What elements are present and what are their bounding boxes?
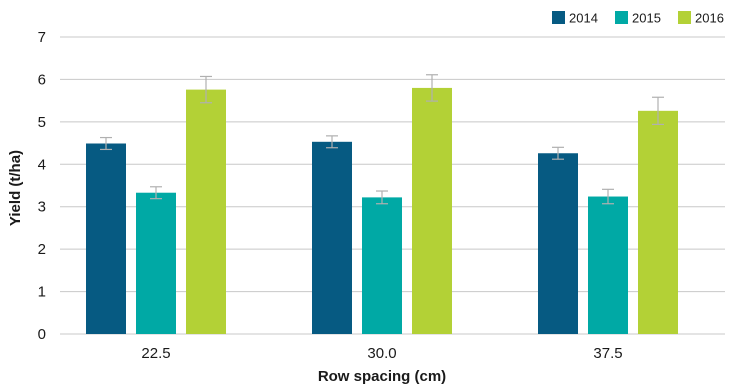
bar-2015-37.5: [588, 196, 628, 334]
error-bar-2015-37.5: [602, 188, 614, 205]
bar-2015-30.0: [362, 197, 402, 334]
legend-label-2014: 2014: [569, 11, 598, 26]
error-bar-2016-22.5: [200, 75, 212, 104]
bar-2016-30.0: [412, 87, 452, 335]
bar-2014-30.0: [312, 141, 352, 334]
x-tick-label: 37.5: [593, 345, 622, 362]
legend-swatch-2016: [678, 11, 691, 24]
bar-2014-22.5: [86, 143, 126, 334]
y-tick-label: 2: [38, 241, 46, 258]
x-axis-title: Row spacing (cm): [318, 368, 446, 385]
y-tick-label: 0: [38, 326, 46, 343]
y-tick-label: 1: [38, 284, 46, 301]
error-bar-2014-22.5: [100, 136, 112, 151]
y-axis-title: Yield (t/ha): [7, 150, 24, 226]
legend: 2014 2015 2016: [552, 11, 724, 26]
bars-layer: [86, 87, 678, 335]
y-tick-label: 6: [38, 71, 46, 88]
legend-label-2016: 2016: [695, 11, 724, 26]
ticks-layer: 0 1 2 3 4 5 6 7 22.5 30.0 37.5: [38, 29, 623, 362]
error-bars-layer: [100, 74, 664, 205]
y-tick-label: 4: [38, 156, 46, 173]
x-tick-label: 30.0: [367, 345, 396, 362]
legend-label-2015: 2015: [632, 11, 661, 26]
y-tick-label: 7: [38, 29, 46, 46]
bar-2015-22.5: [136, 192, 176, 334]
legend-swatch-2014: [552, 11, 565, 24]
y-tick-label: 3: [38, 199, 46, 216]
x-tick-label: 22.5: [141, 345, 170, 362]
error-bar-2014-37.5: [552, 146, 564, 160]
legend-swatch-2015: [615, 11, 628, 24]
bar-2016-37.5: [638, 110, 678, 334]
error-bar-2015-22.5: [150, 186, 162, 200]
error-bar-2014-30.0: [326, 135, 338, 149]
error-bar-2016-37.5: [652, 96, 664, 126]
bar-2016-22.5: [186, 89, 226, 335]
error-bar-2015-30.0: [376, 190, 388, 205]
y-tick-label: 5: [38, 114, 46, 131]
bar-2014-37.5: [538, 153, 578, 334]
error-bar-2016-30.0: [426, 74, 438, 102]
